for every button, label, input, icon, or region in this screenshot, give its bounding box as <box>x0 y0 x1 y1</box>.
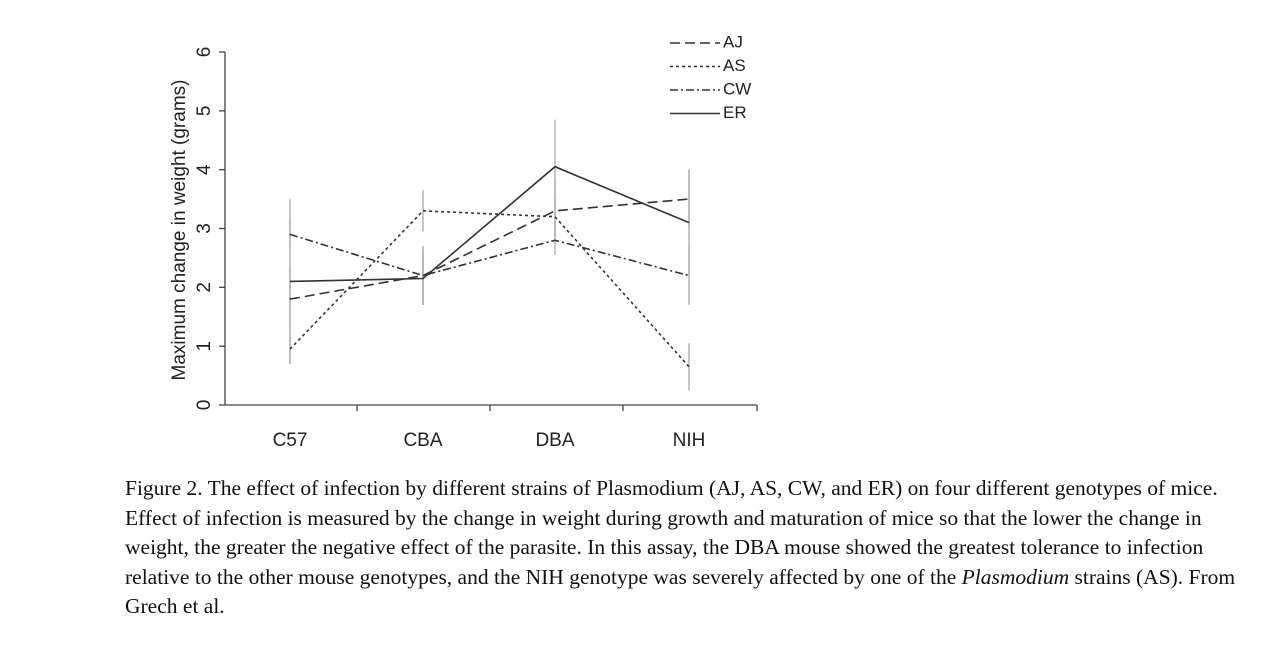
error-bars <box>289 119 690 391</box>
legend-label-cw: CW <box>723 79 751 98</box>
x-tick-label: CBA <box>403 430 442 451</box>
series-line-aj <box>289 198 690 300</box>
y-tick-label: 4 <box>194 164 215 175</box>
legend-label-aj: AJ <box>723 32 743 51</box>
y-tick-label: 5 <box>194 106 215 117</box>
y-tick-label: 0 <box>194 400 215 411</box>
caption-italic-term: Plasmodium <box>961 564 1070 589</box>
figure-caption: Figure 2. The effect of infection by dif… <box>125 474 1255 622</box>
x-tick-label: NIH <box>673 430 706 451</box>
caption-text-1: Figure 2. The effect of infection by dif… <box>125 476 1218 589</box>
y-axis-label: Maximum change in weight (grams) <box>169 80 190 381</box>
legend-label-as: AS <box>723 56 746 75</box>
y-tick-label: 6 <box>194 47 215 58</box>
x-tick-label: C57 <box>273 430 308 451</box>
chart-legend: AJ AS CW ER <box>670 32 751 122</box>
legend-label-er: ER <box>723 103 747 122</box>
y-tick-label: 3 <box>194 223 215 234</box>
line-chart: 0 1 2 3 4 5 6 C57 CBA DBA NIH AJ AS CW ER Maximum cha… <box>169 32 758 451</box>
chart-series <box>289 119 690 391</box>
y-tick-label: 1 <box>194 341 215 352</box>
y-tick-label: 2 <box>194 282 215 293</box>
x-tick-label: DBA <box>535 430 574 451</box>
caption-text-2: strains (AS). From Grech et al. <box>125 564 1236 619</box>
series-line-er <box>289 165 690 283</box>
chart-axes: 0 1 2 3 4 5 6 C57 CBA DBA NIH <box>194 47 758 451</box>
series-line-cw <box>289 233 690 277</box>
